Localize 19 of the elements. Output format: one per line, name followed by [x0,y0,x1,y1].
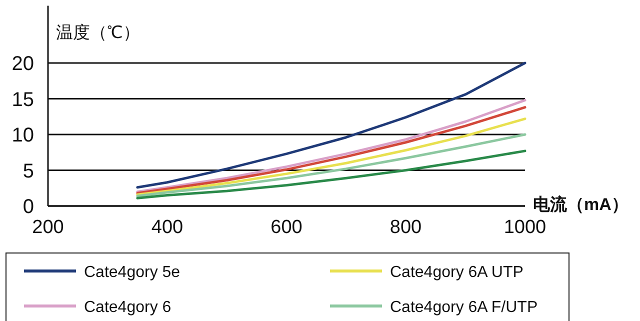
y-tick-label: 20 [12,53,34,75]
x-tick-label: 400 [151,217,184,238]
x-tick-label: 800 [390,217,422,238]
x-tick-label: 200 [32,217,64,238]
y-tick-label: 15 [12,88,34,111]
legend-label: Cate4gory 6 [84,299,172,316]
legend-label: Cate4gory 6A UTP [390,264,524,281]
legend-label: Cate4gory 5e [84,264,180,281]
y-axis-title: 温度（℃） [56,23,140,42]
x-tick-label: 600 [270,217,302,238]
line-series [136,62,526,189]
y-tick-label: 5 [22,160,34,182]
y-tick-label: 10 [12,124,34,146]
x-tick-label: 1000 [504,217,546,238]
line-series [136,150,526,200]
y-tick-label: 0 [22,196,34,218]
legend-label: Cate4gory 6A F/UTP [390,299,538,316]
x-axis-title: 电流（mA） [533,195,628,214]
line-series [136,133,526,198]
